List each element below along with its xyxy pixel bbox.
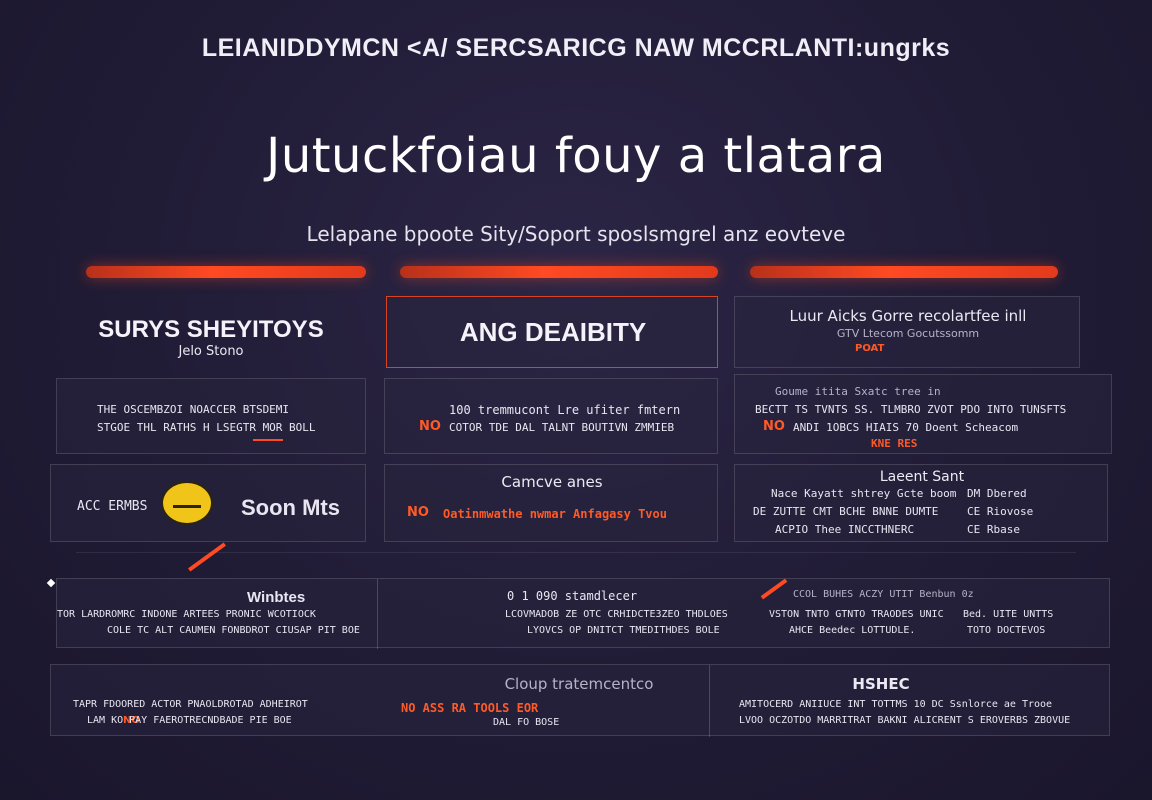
status-dash (253, 439, 283, 441)
profile-name: Soon Mts (241, 495, 340, 520)
column-subtitle-right: GTV Ltecom Gocutssomm (836, 327, 980, 340)
card-line: COLE TC ALT CAUMEN FONBDROT CIUSAP PIT B… (107, 625, 360, 636)
slash-accent-icon (188, 542, 226, 572)
column-title-center: ANG DEAIBITY (459, 317, 647, 347)
section-title: Winbtes (247, 589, 306, 606)
card-line: AHCE Beedec LOTTUDLE. (789, 625, 916, 636)
card-line: ACPIO Thee INCCTHNERC (775, 523, 915, 536)
profile-card-left[interactable]: ACC ERMBS Soon Mts (50, 464, 366, 542)
card-line: 0 1 090 stamdlecer (507, 589, 638, 603)
card-line: KNE RES (871, 437, 918, 450)
card-line: LYOVCS OP DNITCT TMEDITHDES BOLE (527, 625, 720, 636)
profile-label: ACC ERMBS (77, 499, 148, 514)
card-line: THE OSCEMBZOI NOACCER BTSDEMI (97, 403, 290, 416)
card-line: CCOL BUHES ACZY UTIT Benbun 0z (793, 589, 974, 600)
card-line: CE Riovose (967, 505, 1034, 518)
info-card-right-2[interactable]: Laeent Sant Nace Kayatt shtrey Gcte boom… (734, 464, 1108, 542)
top-banner: LEIANIDDYMCN <A/ SERCSARICG NAW MCCRLANT… (201, 34, 951, 62)
accent-bar-right (750, 266, 1058, 278)
card-heading: Cloup tratemcentco (504, 675, 654, 693)
card-line: CE Rbase (967, 523, 1020, 536)
card-line: DAL FO BOSE (493, 717, 560, 728)
card-line: 100 tremmucont Lre ufiter fmtern (449, 403, 681, 417)
card-line: DM Dbered (967, 487, 1027, 500)
card-heading: HSHEC (852, 675, 910, 693)
column-title-left: SURYS SHEYITOYS (98, 316, 324, 343)
card-line: BECTT TS TVNTS SS. TLMBRO ZVOT PDO INTO … (755, 403, 1067, 416)
status-flag: NO (123, 715, 140, 726)
status-flag: NO (407, 505, 429, 520)
card-heading: Laeent Sant (879, 469, 965, 485)
card-line: LCOVMADOB ZE OTC CRHIDCTE3ZEO THDLOES (505, 609, 728, 620)
info-card-right-1[interactable]: Goume itita Sxatc tree in BECTT TS TVNTS… (734, 374, 1112, 454)
section-divider (76, 552, 1076, 553)
column-subtitle-left: Jelo Stono (178, 344, 244, 359)
page-subtitle: Lelapane bpoote Sity/Soport sposlsmgrel … (306, 222, 846, 246)
column-header-card-right[interactable]: Luur Aicks Gorre recolartfee inll GTV Lt… (734, 296, 1080, 368)
diamond-icon (46, 578, 56, 588)
column-header-card-center[interactable]: ANG DEAIBITY (386, 296, 718, 368)
column-tag-right: POAT (855, 343, 885, 354)
card-line: ANDI 1OBCS HIAIS 70 Doent Scheacom (793, 421, 1019, 434)
info-card-center-2[interactable]: Camcve anes NO Oatinmwathe nwmar Anfagas… (384, 464, 718, 542)
slash-accent-icon (760, 578, 788, 600)
card-line: STGOE THL RATHS H LSEGTR MOR BOLL (97, 421, 316, 434)
avatar-icon (161, 481, 213, 525)
card-line: VSTON TNTO GTNTO TRAODES UNIC (769, 609, 944, 620)
card-line: TOR LARDROMRC INDONE ARTEES PRONIC WCOTI… (57, 609, 316, 620)
card-line: TOTO DOCTEVOS (967, 625, 1046, 636)
status-flag: NO (763, 419, 785, 434)
wide-row-1[interactable]: Winbtes TOR LARDROMRC INDONE ARTEES PRON… (56, 542, 1110, 649)
card-line: Goume itita Sxatc tree in (775, 385, 941, 398)
column-divider (377, 579, 378, 649)
card-line: DE ZUTTE CMT BCHE BNNE DUMTE (753, 505, 939, 518)
card-line: Nace Kayatt shtrey Gcte boom (771, 487, 957, 500)
card-line: NO ASS RA TOOLS EOR (401, 701, 539, 715)
card-line: Oatinmwathe nwmar Anfagasy Tvou (443, 507, 667, 521)
card-line: COTOR TDE DAL TALNT BOUTIVN ZMMIEB (449, 421, 675, 434)
wide-row-2[interactable]: TAPR FDOORED ACTOR PNAOLDROTAD ADHEIROT … (50, 664, 1110, 737)
card-line: TAPR FDOORED ACTOR PNAOLDROTAD ADHEIROT (73, 699, 308, 710)
status-flag: NO (419, 419, 441, 434)
info-card-center-1[interactable]: 100 tremmucont Lre ufiter fmtern NO COTO… (384, 378, 718, 454)
info-card-left-1[interactable]: THE OSCEMBZOI NOACCER BTSDEMI STGOE THL … (56, 378, 366, 454)
card-heading: Camcve anes (501, 473, 603, 491)
card-line: Bed. UITE UNTTS (963, 609, 1054, 620)
card-line: LAM KO PAY FAEROTRECNDBADE PIE BOE (87, 715, 292, 726)
accent-bar-left (86, 266, 366, 278)
accent-bar-center (400, 266, 718, 278)
card-line: AMITOCERD ANIIUCE INT TOTTMS 10 DC Ssnlo… (739, 699, 1053, 710)
card-line: LVOO OCZOTDO MARRITRAT BAKNI ALICRENT S … (739, 715, 1071, 726)
column-title-right: Luur Aicks Gorre recolartfee inll (789, 307, 1027, 325)
column-header-card-left[interactable]: SURYS SHEYITOYS Jelo Stono (56, 296, 366, 368)
column-divider (709, 665, 710, 737)
page-headline: Jutuckfoiau fouy a tlatara (266, 128, 886, 184)
